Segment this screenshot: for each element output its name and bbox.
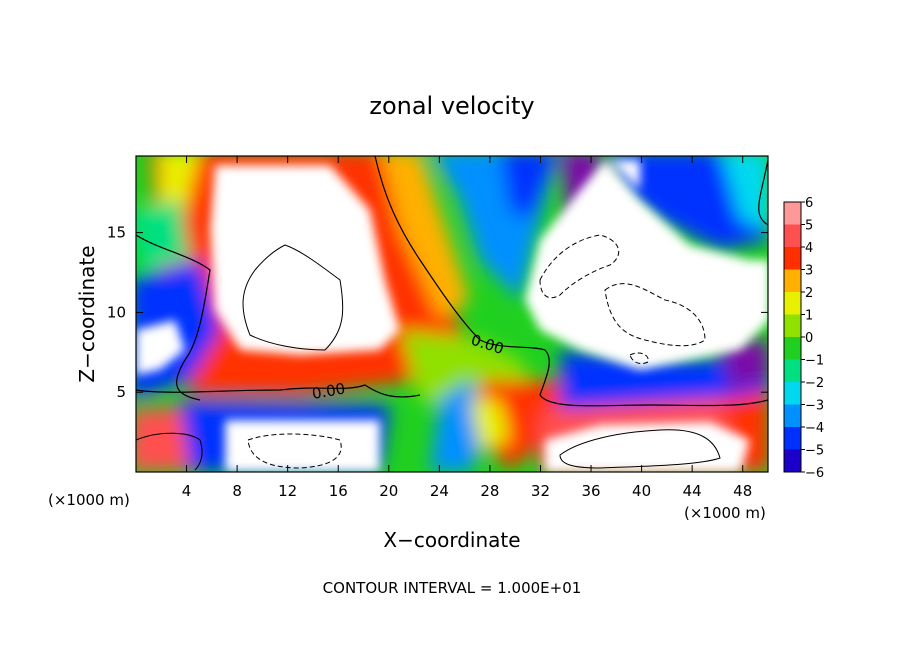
colorbar-swatch [784, 247, 801, 270]
x-axis-label: X−coordinate [383, 528, 520, 552]
heatmap-white-left [136, 320, 185, 375]
contour-negative-right [539, 234, 620, 299]
x-tick-label: 44 [683, 482, 702, 500]
plot-frame [135, 155, 769, 473]
colorbar-label: 1 [805, 309, 813, 324]
y-axis-label: Z−coordinate [75, 245, 99, 382]
colorbar-swatch [784, 292, 801, 315]
x-axis-ticks: 4 8 12 16 20 24 28 32 36 40 44 48 [182, 156, 752, 500]
colorbar-label: 5 [805, 219, 813, 234]
heatmap-field [136, 156, 768, 472]
colorbar-label: −3 [805, 399, 824, 414]
colorbar-label: 0 [805, 331, 813, 346]
contour-zero-left [136, 234, 211, 401]
x-tick-label: 40 [632, 482, 651, 500]
colorbar-label: 2 [805, 286, 813, 301]
colorbar-label: −4 [805, 421, 824, 436]
colorbar-swatch [784, 224, 801, 248]
x-tick-label: 8 [232, 482, 242, 500]
colorbar-swatch [784, 359, 801, 383]
y-tick-label: 15 [107, 224, 126, 242]
colorbar-label: −5 [805, 444, 824, 459]
colorbar-label: −6 [805, 466, 824, 481]
contour-negative-lower-left [247, 433, 342, 469]
x-tick-label: 24 [430, 482, 449, 500]
colorbar-label: −1 [805, 354, 824, 369]
y-axis-ticks: 5 10 15 [107, 224, 768, 401]
colorbar-swatch [784, 202, 801, 225]
contour-zero-lower [136, 384, 421, 398]
x-tick-label: 12 [278, 482, 297, 500]
colorbar-swatch [784, 404, 801, 428]
contour-zero-right-upper [758, 159, 768, 226]
x-unit-label-right: (×1000 m) [684, 504, 766, 522]
colorbar: 6 5 4 3 2 1 0 −1 −2 −3 −4 −5 −6 [783, 196, 824, 481]
colorbar-swatch [784, 269, 801, 293]
x-tick-label: 4 [182, 482, 192, 500]
contour-bottom-left [136, 432, 203, 471]
x-tick-label: 20 [379, 482, 398, 500]
x-unit-label-left: (×1000 m) [48, 491, 130, 509]
colorbar-label: 3 [805, 264, 813, 279]
colorbar-swatch [784, 449, 801, 473]
colorbar-swatch [784, 427, 801, 450]
colorbar-label: 4 [805, 241, 813, 256]
heatmap-white-upper-right [525, 160, 768, 370]
colorbar-label: −2 [805, 376, 824, 391]
contour-positive-upper [242, 244, 344, 351]
contour-interval-footer: CONTOUR INTERVAL = 1.000E+01 [323, 579, 582, 597]
x-tick-label: 36 [581, 482, 600, 500]
contour-zero-upper [374, 156, 768, 407]
x-tick-label: 28 [480, 482, 499, 500]
y-tick-label: 5 [116, 383, 126, 401]
colorbar-swatch [784, 314, 801, 338]
y-tick-label: 10 [107, 303, 126, 321]
x-tick-label: 32 [531, 482, 550, 500]
colorbar-label: 6 [805, 196, 813, 211]
contour-negative-right-3 [629, 352, 649, 365]
contour-negative-right-2 [604, 283, 706, 347]
colorbar-swatch [784, 382, 801, 405]
contour-label-lower: 0.00 [311, 379, 347, 403]
x-tick-label: 16 [329, 482, 348, 500]
heatmap-white-upper-left [210, 165, 400, 355]
x-tick-label: 48 [733, 482, 752, 500]
chart-title: zonal velocity [369, 92, 534, 120]
heatmap-white-lower-left [225, 420, 380, 472]
colorbar-swatch [784, 337, 801, 360]
